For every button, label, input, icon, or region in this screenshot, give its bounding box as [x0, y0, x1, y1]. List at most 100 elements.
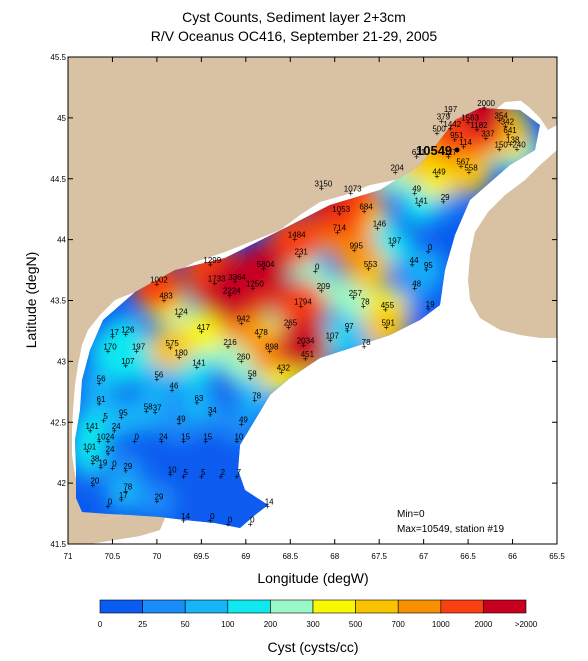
station-value-label: 354 [495, 111, 509, 120]
station-plus-mark: + [181, 516, 186, 526]
station-value-label: 1484 [288, 231, 306, 240]
station-plus-mark: + [417, 201, 422, 211]
station-plus-mark: + [96, 437, 101, 447]
land-mainland [68, 57, 557, 528]
station-plus-mark: + [105, 501, 110, 511]
station-value-label: 714 [333, 223, 347, 232]
station-plus-mark: + [461, 142, 466, 152]
concentration-patch [178, 384, 215, 421]
station-plus-mark: + [481, 103, 486, 113]
station-plus-mark: + [154, 496, 159, 506]
station-value-label: 1794 [294, 298, 312, 307]
station-plus-mark: + [298, 302, 303, 312]
station-plus-mark: + [119, 495, 124, 505]
station-plus-mark: + [90, 459, 95, 469]
station-plus-mark: + [446, 109, 451, 119]
colorbar-label: >2000 [515, 620, 538, 629]
station-value-label: 10 [168, 466, 177, 475]
station-value-label: 46 [170, 382, 179, 391]
station-value-label: 124 [174, 307, 188, 316]
station-plus-mark: + [425, 247, 430, 257]
y-tick-label: 42.5 [50, 418, 66, 427]
station-value-label: 449 [432, 167, 446, 176]
station-plus-mark: + [123, 487, 128, 497]
station-plus-mark: + [335, 227, 340, 237]
station-plus-mark: + [101, 416, 106, 426]
x-tick-label: 70 [152, 552, 161, 561]
concentration-patch [103, 399, 140, 436]
concentration-patch [187, 423, 224, 460]
station-value-label: 97 [345, 322, 354, 331]
station-value-label: 146 [373, 220, 387, 229]
station-plus-mark: + [98, 462, 103, 472]
station-plus-mark: + [203, 437, 208, 447]
station-value-label: 0 [210, 512, 215, 521]
station-plus-mark: + [234, 472, 239, 482]
concentration-patch [277, 319, 330, 372]
station-value-label: 20 [90, 477, 99, 486]
station-value-label: 19 [98, 458, 107, 467]
station-plus-mark: + [194, 398, 199, 408]
station-plus-mark: + [434, 171, 439, 181]
axis-ticks: 71 70.5 70 69.5 69 68.5 68 67.5 67 66.5 66 65.545.5… [50, 53, 565, 561]
station-plus-mark: + [132, 437, 137, 447]
colorbar-label: 100 [221, 620, 235, 629]
station-value-label: 379 [437, 113, 451, 122]
station-plus-mark: + [248, 373, 253, 383]
station-plus-mark: + [119, 412, 124, 422]
station-value-label: 34 [208, 406, 217, 415]
x-tick-label: 68.5 [282, 552, 298, 561]
station-plus-mark: + [345, 326, 350, 336]
station-plus-mark: + [458, 162, 463, 172]
colorbar-swatch [142, 599, 186, 614]
station-value-label: 216 [223, 338, 237, 347]
station-plus-mark: + [123, 466, 128, 476]
station-value-label: 631 [412, 148, 426, 157]
station-value-label: 5 [183, 468, 188, 477]
x-tick-label: 66.5 [460, 552, 476, 561]
land-nova-scotia [468, 150, 557, 338]
station-value-label: 78 [252, 391, 261, 400]
station-plus-mark: + [123, 361, 128, 371]
station-plus-mark: + [110, 332, 115, 342]
y-tick-label: 45 [57, 114, 66, 123]
station-plus-mark: + [208, 260, 213, 270]
station-plus-mark: + [319, 184, 324, 194]
station-plus-mark: + [361, 302, 366, 312]
station-plus-mark: + [508, 140, 513, 150]
station-value-label: 24 [159, 433, 168, 442]
colorbar-label: 500 [349, 620, 363, 629]
station-value-label: 29 [441, 193, 450, 202]
station-value-label: 2224 [223, 287, 241, 296]
station-plus-mark: + [351, 293, 356, 303]
x-tick-label: 65.5 [549, 552, 565, 561]
y-tick-label: 45.5 [50, 53, 66, 62]
station-value-label: 44 [410, 256, 419, 265]
station-plus-mark: + [313, 266, 318, 276]
station-value-label: 3364 [228, 273, 246, 282]
station-value-label: 37 [153, 404, 162, 413]
station-value-label: 29 [154, 492, 163, 501]
colorbar-label: 1000 [432, 620, 450, 629]
station-value-label: 2034 [297, 337, 315, 346]
station-value-label: 117 [444, 148, 457, 157]
station-value-label: 231 [295, 248, 309, 257]
colorbar-swatch [355, 599, 399, 614]
station-plus-mark: + [409, 260, 414, 270]
station-plus-mark: + [105, 437, 110, 447]
station-plus-mark: + [105, 449, 110, 459]
colorbar-swatch [312, 599, 356, 614]
station-plus-mark: + [301, 341, 306, 351]
station-plus-mark: + [144, 406, 149, 416]
station-value-label: 553 [364, 260, 378, 269]
station-plus-mark: + [265, 501, 270, 511]
station-plus-mark: + [366, 264, 371, 274]
station-value-label: 19 [426, 300, 435, 309]
station-value-label: 951 [450, 131, 464, 140]
station-plus-mark: + [465, 118, 470, 128]
station-markers: +197 +2000+354+379+1563+342+1442+1182+500… [83, 99, 526, 529]
station-value-label: 126 [121, 326, 135, 335]
station-value-label: 0 [428, 243, 433, 252]
station-value-label: 1299 [203, 256, 221, 265]
station-value-label: 500 [432, 125, 446, 134]
